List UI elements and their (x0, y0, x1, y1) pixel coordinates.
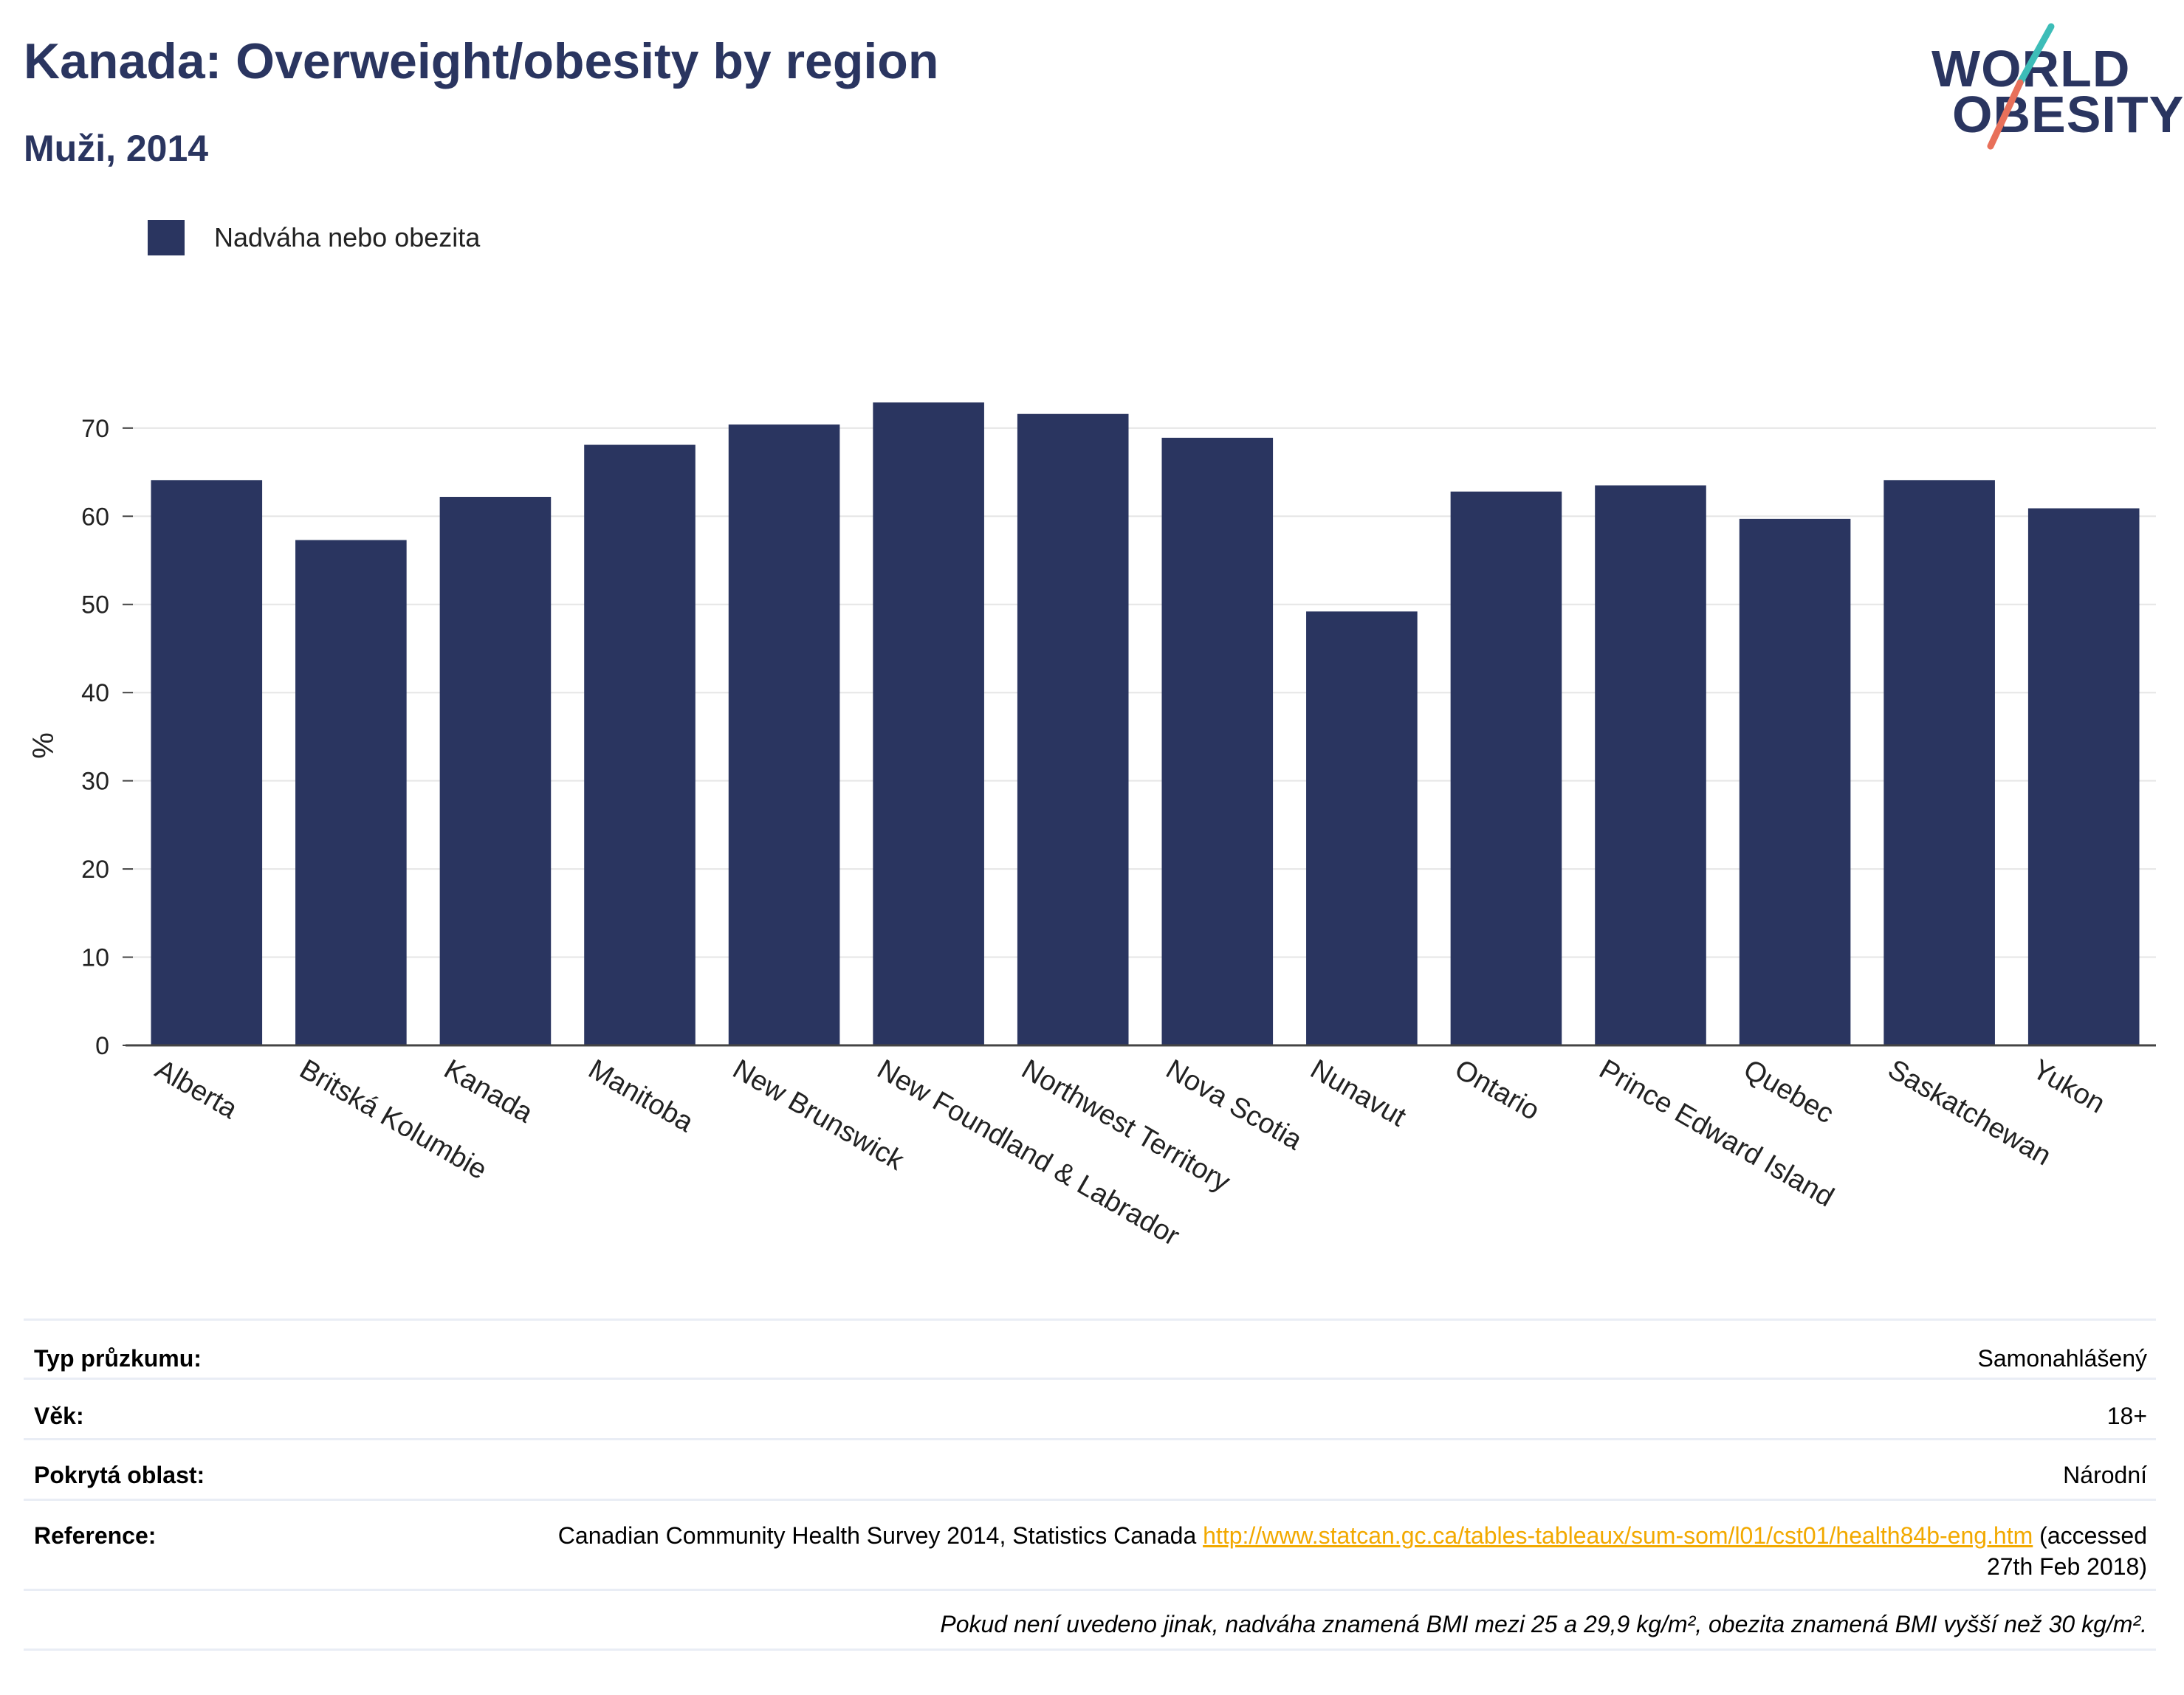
footnote: Pokud není uvedeno jinak, nadváha znamen… (940, 1611, 2147, 1637)
bar (151, 480, 263, 1045)
x-tick-label: Yukon (2027, 1053, 2110, 1119)
logo-slash-icon (1987, 23, 2055, 150)
bar (873, 402, 984, 1045)
y-tick-label: 0 (95, 1032, 109, 1060)
chart-legend: Nadváha nebo obezita (148, 219, 480, 257)
world-obesity-logo: WORLD OBESITY (1920, 15, 2183, 162)
y-axis-label: % (27, 732, 60, 759)
x-tick-label: Kanada (439, 1053, 538, 1129)
meta-row-footnote: Pokud není uvedeno jinak, nadváha znamen… (24, 1589, 2156, 1651)
y-tick-label: 40 (81, 679, 109, 707)
x-tick-label: Prince Edward Island (1594, 1053, 1839, 1213)
bar (2027, 508, 2140, 1045)
x-tick-label: Ontario (1449, 1053, 1545, 1127)
bar (1306, 611, 1418, 1045)
logo-word-obesity: OBESITY (1952, 86, 2184, 143)
x-tick-label: Saskatchewan (1883, 1053, 2056, 1172)
x-tick-label: Alberta (150, 1053, 243, 1125)
bar (439, 497, 552, 1045)
bar (1161, 437, 1274, 1045)
bar (1595, 485, 1706, 1045)
coverage-label: Pokrytá oblast: (34, 1462, 205, 1488)
bar (1450, 491, 1562, 1045)
bar (295, 540, 407, 1045)
reference-suffix: (accessed 27th Feb 2018) (1986, 1522, 2147, 1580)
reference-link[interactable]: http://www.statcan.gc.ca/tables-tableaux… (1203, 1522, 2033, 1549)
reference-text: Canadian Community Health Survey 2014, S… (557, 1522, 1203, 1549)
bar (1739, 518, 1851, 1045)
meta-row-age: Věk: 18+ (24, 1378, 2156, 1438)
y-tick-label: 30 (81, 768, 109, 796)
age-value: 18+ (2106, 1403, 2147, 1429)
x-tick-label: Quebec (1738, 1053, 1838, 1130)
reference-value: Canadian Community Health Survey 2014, S… (523, 1520, 2156, 1582)
x-tick-label: Nunavut (1305, 1053, 1412, 1132)
y-tick-label: 60 (81, 503, 109, 531)
bar (728, 424, 840, 1045)
survey-type-label: Typ průzkumu: (34, 1345, 202, 1372)
coverage-value: Národní (2063, 1462, 2147, 1488)
y-tick-label: 10 (81, 944, 109, 972)
legend-label: Nadváha nebo obezita (214, 222, 481, 252)
age-label: Věk: (34, 1403, 84, 1429)
metadata-table: Typ průzkumu: Samonahlášený Věk: 18+ Pok… (24, 1318, 2156, 1651)
y-tick-label: 20 (81, 856, 109, 884)
meta-row-coverage: Pokrytá oblast: Národní (24, 1438, 2156, 1499)
x-tick-label: Manitoba (583, 1053, 699, 1138)
bar (1017, 413, 1129, 1045)
legend-swatch (148, 220, 185, 255)
chart-title: Kanada: Overweight/obesity by region (24, 33, 939, 89)
y-tick-label: 50 (81, 591, 109, 619)
survey-type-value: Samonahlášený (1977, 1345, 2147, 1372)
bar (584, 444, 696, 1045)
bar (1883, 480, 1995, 1045)
y-tick-label: 70 (81, 415, 109, 443)
meta-row-survey-type: Typ průzkumu: Samonahlášený (24, 1318, 2156, 1378)
chart-subtitle: Muži, 2014 (24, 128, 209, 169)
meta-row-reference: Reference: Canadian Community Health Sur… (24, 1499, 2156, 1589)
reference-label: Reference: (34, 1522, 157, 1549)
